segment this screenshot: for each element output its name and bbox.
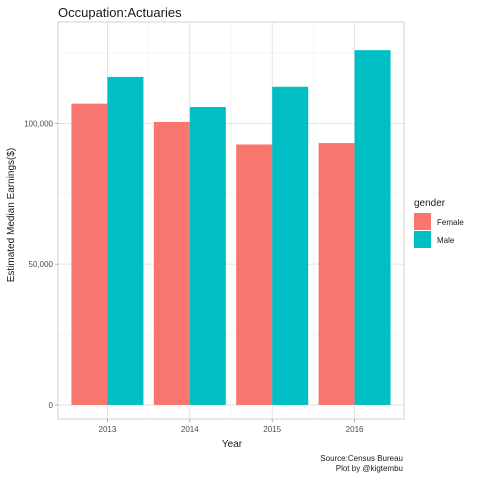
- caption-source: Source:Census Bureau: [320, 454, 403, 463]
- x-tick-label: 2013: [99, 425, 117, 434]
- legend-label-female: Female: [437, 218, 464, 227]
- y-axis: 0 50,000 100,000: [24, 119, 58, 410]
- bar-male-2015: [272, 86, 309, 405]
- panel-border: [57, 21, 405, 420]
- bar-female-2016: [318, 143, 355, 405]
- x-axis: 2013 2014 2015 2016: [99, 419, 364, 434]
- bars: [71, 50, 391, 405]
- bar-male-2013: [107, 76, 144, 405]
- bar-male-2014: [189, 107, 226, 405]
- x-tick-label: 2015: [263, 425, 281, 434]
- caption-credit: Plot by @kigtembu: [336, 464, 403, 473]
- bar-female-2015: [236, 144, 273, 405]
- legend-key-male: [414, 231, 431, 248]
- legend: gender Female Male: [414, 198, 464, 248]
- y-tick-label: 0: [49, 401, 54, 410]
- y-axis-title: Estimated Median Earnings($): [6, 148, 17, 283]
- bar-female-2014: [153, 121, 190, 405]
- x-tick-label: 2014: [181, 425, 199, 434]
- chart-title: Occupation:Actuaries: [58, 5, 182, 20]
- legend-key-female: [414, 213, 431, 230]
- x-axis-title: Year: [222, 439, 243, 450]
- bar-male-2016: [354, 50, 391, 405]
- y-tick-label: 100,000: [24, 119, 53, 128]
- plot-panel: [57, 21, 405, 420]
- legend-title: gender: [414, 198, 446, 209]
- legend-label-male: Male: [437, 236, 455, 245]
- x-tick-label: 2016: [346, 425, 364, 434]
- bar-female-2013: [71, 103, 108, 405]
- y-tick-label: 50,000: [29, 260, 54, 269]
